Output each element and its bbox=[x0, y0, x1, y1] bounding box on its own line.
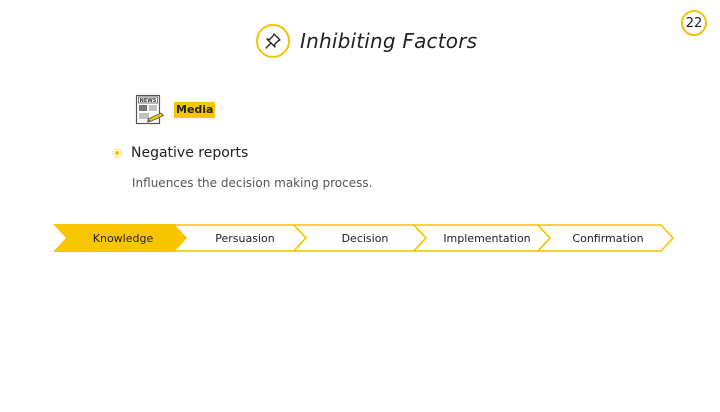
process-step-decision: Decision bbox=[341, 231, 389, 245]
page-number-text: 22 bbox=[685, 15, 703, 31]
bullet-label: Negative reports bbox=[131, 145, 249, 161]
bullet-description: Influences the decision making process. bbox=[132, 176, 373, 190]
chevron-step-knowledge bbox=[53, 224, 187, 252]
media-header: NEWS Media bbox=[135, 94, 216, 126]
chevron-step-confirmation bbox=[536, 224, 675, 252]
process-step-implementation: Implementation bbox=[443, 231, 531, 245]
pushpin-icon bbox=[256, 24, 290, 58]
page-number: 22 bbox=[681, 10, 707, 36]
newspaper-icon: NEWS bbox=[135, 94, 165, 125]
process-chevron-bar: Knowledge Persuasion Decision Implementa… bbox=[53, 224, 675, 252]
media-label: Media bbox=[174, 102, 216, 118]
title-text: Inhibiting Factors bbox=[300, 29, 478, 53]
process-step-knowledge: Knowledge bbox=[92, 231, 154, 245]
sun-bullet-icon bbox=[112, 148, 122, 158]
bullet-item: Negative reports bbox=[112, 145, 248, 161]
process-step-confirmation: Confirmation bbox=[572, 231, 644, 245]
slide-title: Inhibiting Factors bbox=[256, 23, 477, 59]
news-icon-text: NEWS bbox=[140, 98, 157, 104]
chevron-shapes bbox=[53, 224, 675, 252]
process-step-persuasion: Persuasion bbox=[215, 231, 275, 245]
